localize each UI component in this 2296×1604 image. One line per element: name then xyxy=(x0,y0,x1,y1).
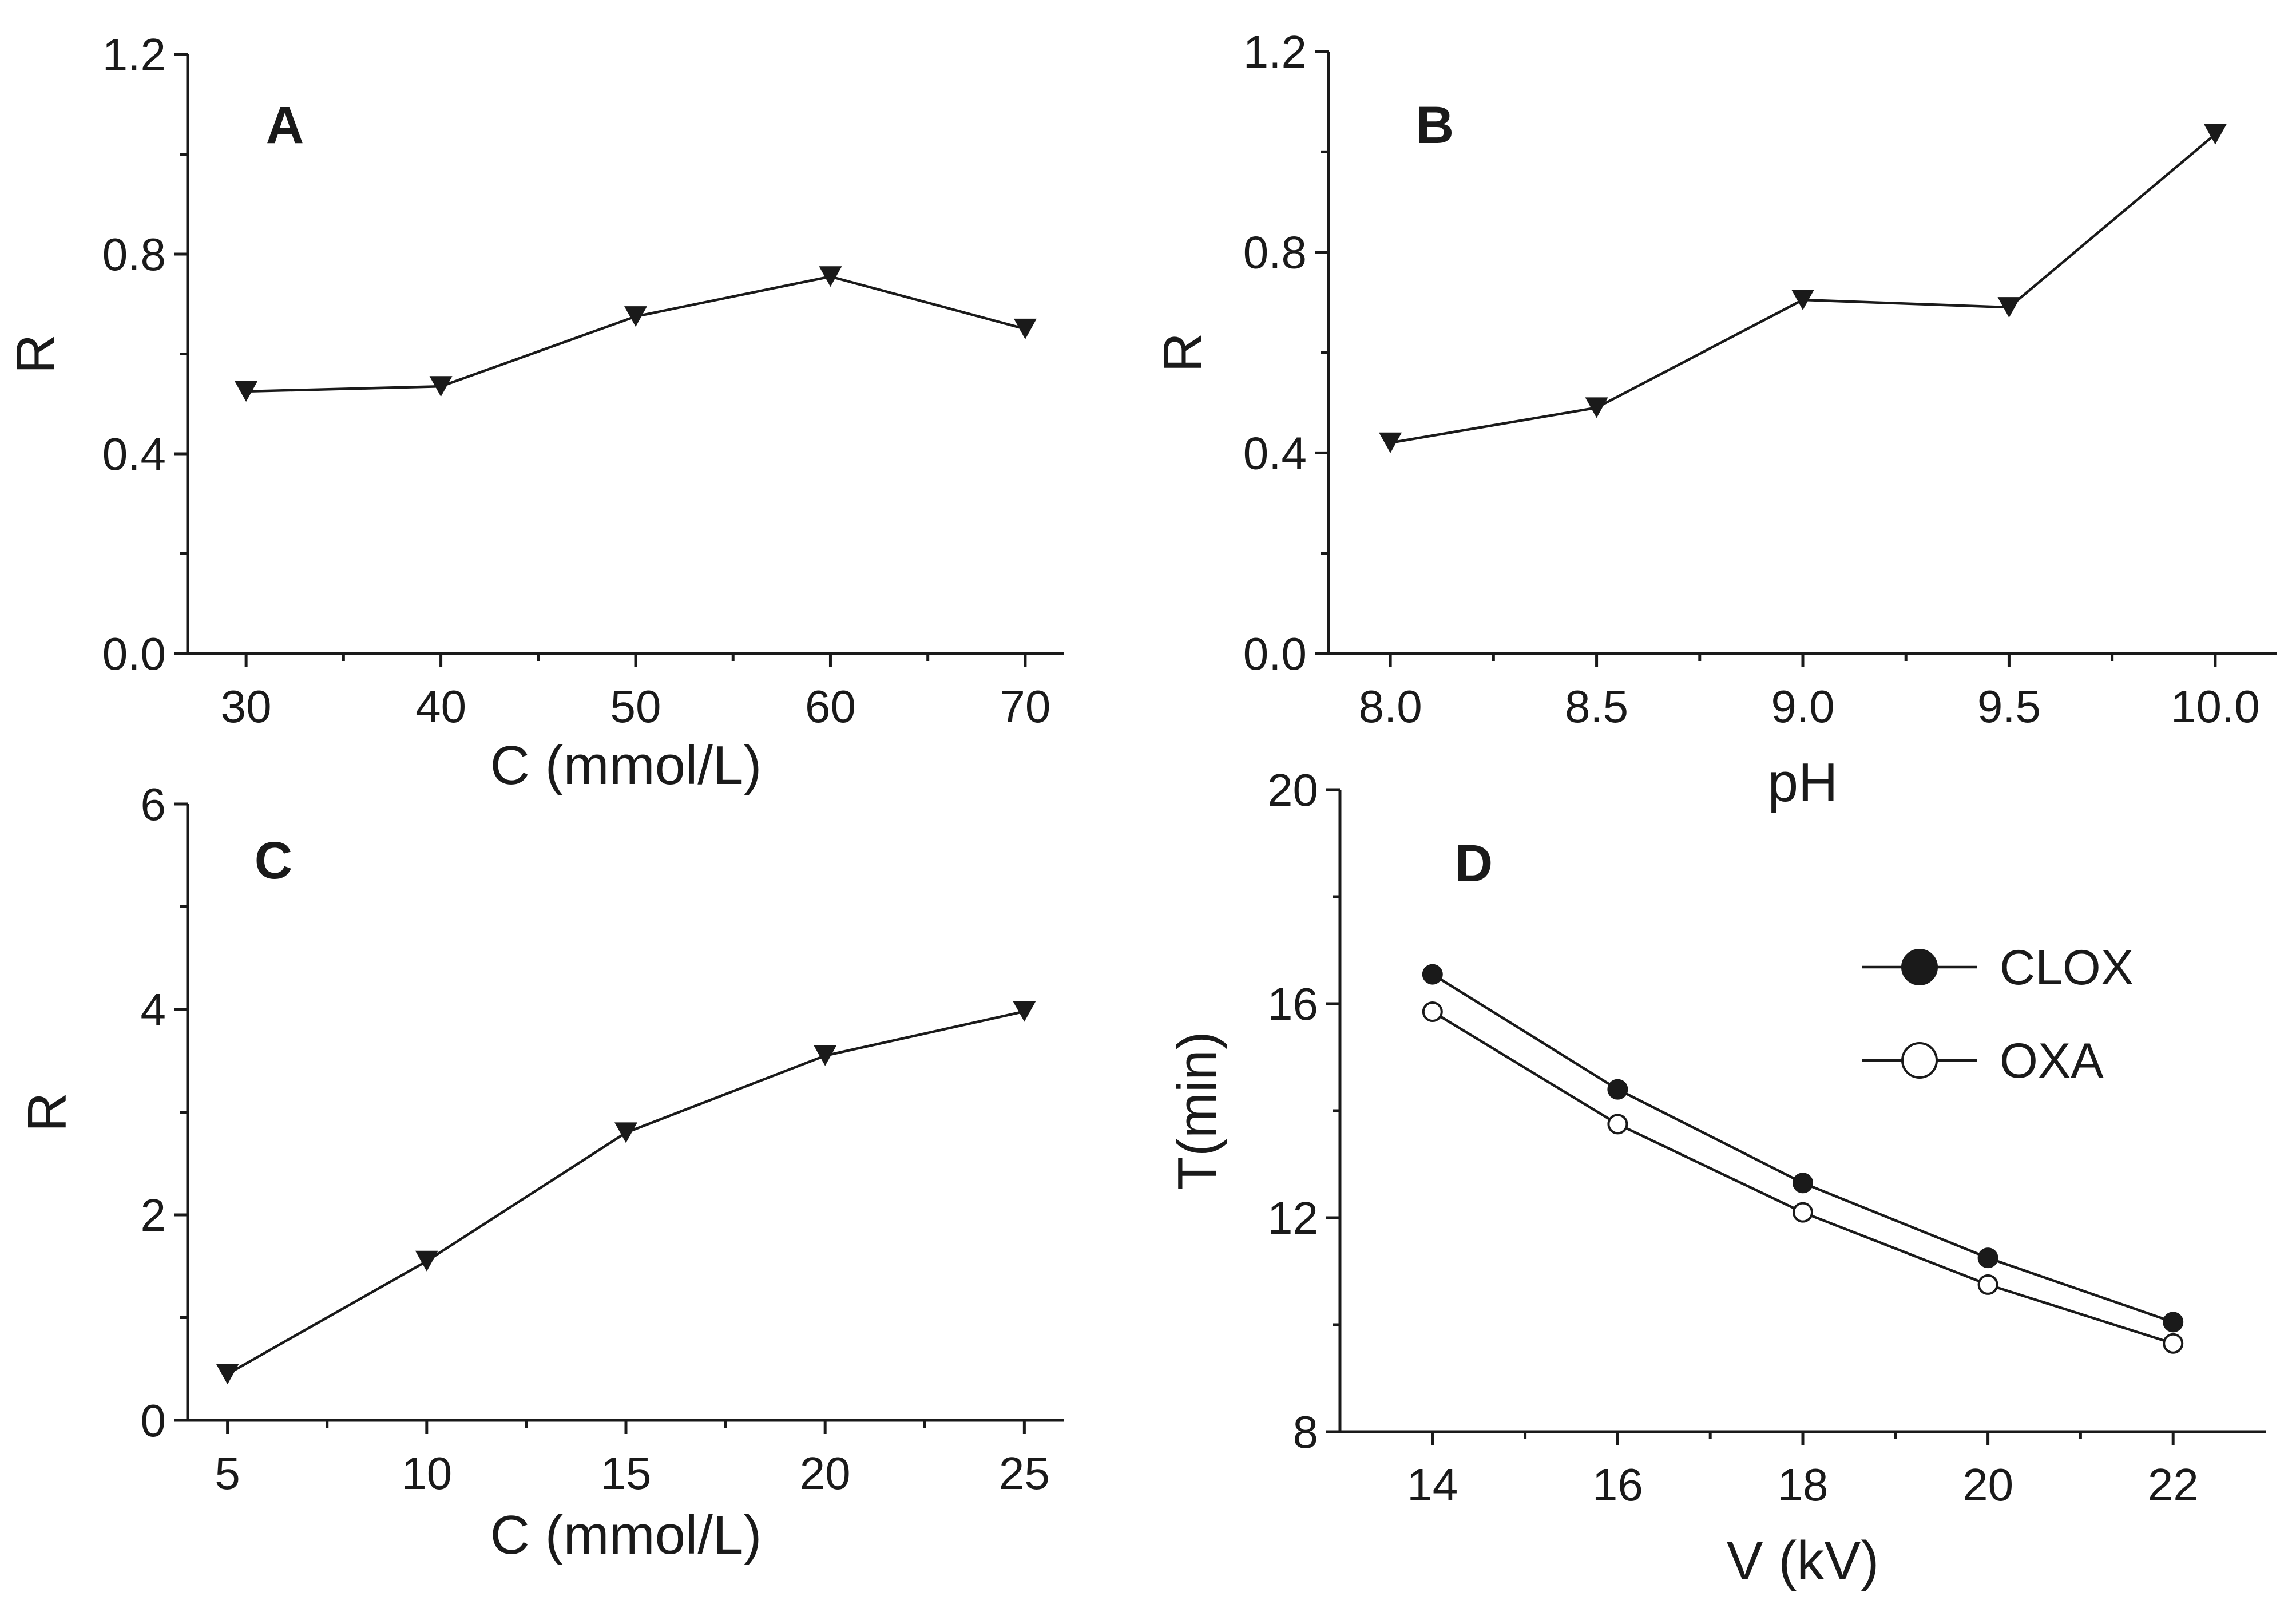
data-point xyxy=(1793,1202,1813,1223)
x-tick-label: 9.0 xyxy=(1771,681,1834,732)
y-tick-label: 0.0 xyxy=(102,628,166,679)
x-tick-label: 15 xyxy=(601,1448,652,1499)
x-tick-label: 70 xyxy=(1000,681,1050,732)
data-point xyxy=(1977,1247,1998,1269)
y-tick-label: 0 xyxy=(141,1395,166,1446)
data-point xyxy=(415,1250,438,1272)
y-tick-label: 20 xyxy=(1267,765,1318,815)
y-axis-title: R xyxy=(1152,332,1214,372)
data-point xyxy=(1379,432,1402,453)
y-tick-label: 0.4 xyxy=(102,429,166,480)
y-tick-label: 8 xyxy=(1293,1407,1319,1458)
x-tick-label: 20 xyxy=(800,1448,851,1499)
data-point xyxy=(1422,964,1443,985)
x-tick-label: 60 xyxy=(805,681,856,732)
data-point xyxy=(2163,1312,2184,1333)
legend-label: CLOX xyxy=(2000,940,2134,995)
data-point xyxy=(1977,1274,1998,1295)
y-tick-label: 1.2 xyxy=(102,29,166,80)
data-point xyxy=(1791,289,1814,310)
panel-letter: A xyxy=(266,96,304,155)
x-tick-label: 40 xyxy=(415,681,466,732)
panel-letter: D xyxy=(1455,834,1493,893)
data-point xyxy=(1013,318,1037,339)
x-axis-title: pH xyxy=(1768,752,1838,813)
y-tick-label: 0.0 xyxy=(1243,628,1307,679)
x-tick-label: 10 xyxy=(401,1448,452,1499)
x-tick-label: 25 xyxy=(999,1448,1050,1499)
x-tick-label: 9.5 xyxy=(1977,681,2041,732)
data-point xyxy=(429,376,453,397)
x-axis-title: V (kV) xyxy=(1727,1530,1879,1591)
x-tick-label: 16 xyxy=(1592,1459,1643,1510)
data-point xyxy=(2203,124,2227,145)
y-tick-label: 0.4 xyxy=(1243,427,1307,478)
panel-b: 8.0 8.5 9.0 9.5 10.0 0.0 0.4 0.8 1.2 pH R B xyxy=(1152,26,2277,813)
data-point xyxy=(216,1364,239,1385)
data-point xyxy=(1793,1173,1813,1194)
data-point xyxy=(1997,297,2021,318)
x-tick-label: 22 xyxy=(2148,1459,2199,1510)
panel-letter: B xyxy=(1416,96,1454,155)
panel-letter: C xyxy=(255,831,292,890)
data-point xyxy=(1422,1001,1443,1023)
x-tick-label: 8.0 xyxy=(1359,681,1422,732)
y-tick-label: 4 xyxy=(141,984,166,1035)
data-point xyxy=(235,381,258,402)
x-tick-label: 50 xyxy=(610,681,661,732)
x-tick-label: 30 xyxy=(221,681,272,732)
data-point xyxy=(1013,1001,1036,1022)
x-tick-label: 18 xyxy=(1778,1459,1829,1510)
y-tick-label: 2 xyxy=(141,1190,166,1241)
x-tick-label: 8.5 xyxy=(1565,681,1628,732)
data-point xyxy=(819,266,842,287)
legend-marker xyxy=(1901,949,1938,985)
data-point xyxy=(2163,1333,2184,1354)
y-tick-label: 6 xyxy=(141,779,166,830)
y-tick-label: 12 xyxy=(1267,1193,1318,1243)
x-tick-label: 20 xyxy=(1962,1459,2013,1510)
x-tick-label: 5 xyxy=(215,1448,240,1499)
y-axis-title: T(min) xyxy=(1167,1031,1228,1190)
x-tick-label: 14 xyxy=(1407,1459,1458,1510)
panel-c: 5 10 15 20 25 0 2 4 6 C (mmol/L) R C xyxy=(17,779,1064,1566)
y-axis-title: R xyxy=(17,1092,78,1132)
data-point xyxy=(1607,1079,1628,1100)
x-axis-title: C (mmol/L) xyxy=(490,1504,762,1566)
data-point xyxy=(614,1122,637,1143)
x-tick-label: 10.0 xyxy=(2171,681,2260,732)
legend-marker xyxy=(1901,1042,1938,1079)
y-tick-label: 0.8 xyxy=(1243,227,1307,278)
x-axis-title: C (mmol/L) xyxy=(490,735,762,796)
y-tick-label: 16 xyxy=(1267,979,1318,1029)
data-point xyxy=(814,1045,837,1066)
panel-a: 30 40 50 60 70 0.0 0.4 0.8 1.2 C (mmol/L) R A xyxy=(5,29,1064,796)
data-point xyxy=(1585,397,1608,418)
panel-d: 14 16 18 20 22 8 12 16 20 V (kV) T(min) D CLOX OXA xyxy=(1167,765,2266,1591)
legend: CLOX OXA xyxy=(1862,940,2134,1088)
data-point xyxy=(624,306,648,327)
y-axis-title: R xyxy=(5,334,66,374)
y-tick-label: 1.2 xyxy=(1243,26,1307,77)
y-tick-label: 0.8 xyxy=(102,229,166,280)
data-point xyxy=(1607,1114,1628,1135)
legend-label: OXA xyxy=(2000,1033,2104,1088)
